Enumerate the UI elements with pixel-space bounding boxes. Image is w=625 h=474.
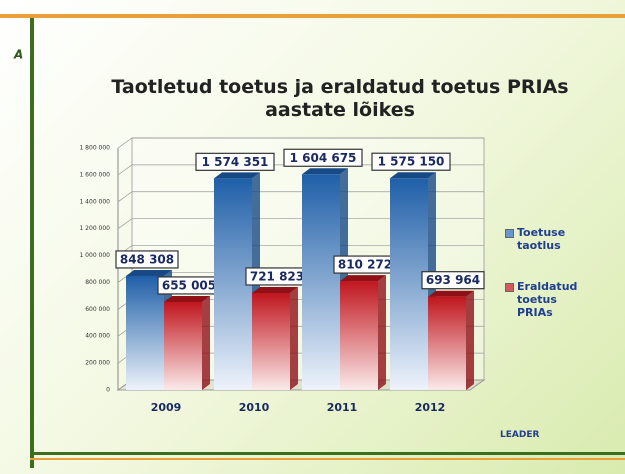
y-tick-label: 400 000	[85, 333, 110, 340]
bottom-stripe	[30, 452, 625, 455]
y-tick-label: 600 000	[85, 306, 110, 313]
x-tick-label: 2011	[327, 401, 358, 414]
logo: LEADER	[500, 430, 540, 440]
bar-top	[252, 286, 298, 293]
bar-top	[214, 172, 260, 179]
value-label: 1 574 351	[202, 155, 269, 169]
grid-line	[117, 164, 484, 176]
y-tick-label: 200 000	[85, 360, 110, 367]
bar-top	[126, 269, 172, 276]
bar	[428, 296, 466, 390]
chart-title: Taotletud toetus ja eraldatud toetus PRI…	[111, 76, 569, 121]
bar-top	[428, 290, 474, 297]
bar-top	[340, 275, 386, 282]
bar	[302, 174, 340, 390]
bottom-stripe-2	[30, 458, 625, 460]
y-tick-label: 1 200 000	[79, 225, 110, 232]
bar-top	[164, 295, 210, 302]
legend-swatch	[505, 229, 514, 238]
grid-line	[117, 191, 484, 203]
bar-top	[390, 172, 436, 179]
x-tick-label: 2012	[415, 401, 446, 414]
x-tick-label: 2009	[151, 401, 182, 414]
grid-line	[117, 137, 484, 149]
value-label: 1 575 150	[378, 155, 445, 169]
top-stripe	[0, 14, 625, 18]
value-label-box	[421, 271, 485, 290]
bar	[126, 275, 164, 390]
y-tick-label: 1 600 000	[79, 171, 110, 178]
grid-line	[117, 218, 484, 229]
bar	[164, 301, 202, 390]
value-label: 848 308	[120, 252, 174, 266]
logo-mark: A	[13, 48, 23, 62]
value-label-box	[371, 152, 451, 171]
x-tick-label: 2010	[239, 401, 270, 414]
value-label: 721 823	[250, 269, 304, 283]
left-stripe	[30, 18, 34, 468]
value-label-box	[115, 250, 179, 269]
bar-side	[466, 290, 474, 390]
value-label-box	[195, 152, 275, 171]
value-label: 655 005	[162, 278, 216, 292]
bar	[252, 292, 290, 390]
bar-top	[302, 168, 348, 175]
y-tick-label: 1 400 000	[79, 198, 110, 205]
y-tick-label: 0	[106, 387, 110, 394]
value-label-box	[283, 148, 363, 167]
legend-swatch	[505, 283, 514, 292]
y-tick-label: 1 800 000	[79, 145, 110, 152]
bar-side	[378, 275, 386, 390]
legend-label: Eraldatud toetus PRIAs	[517, 280, 578, 319]
bar-side	[202, 295, 210, 390]
value-label: 693 964	[426, 273, 480, 287]
legend-label: Toetuse taotlus	[517, 226, 566, 252]
y-tick-label: 800 000	[85, 279, 110, 286]
bar	[340, 281, 378, 390]
legend-item: Toetuse taotlus	[505, 226, 595, 252]
y-tick-label: 1 000 000	[79, 252, 110, 259]
legend-item: Eraldatud toetus PRIAs	[505, 280, 595, 319]
value-label: 1 604 675	[290, 151, 357, 165]
value-label: 810 272	[338, 258, 392, 272]
bar-side	[290, 286, 298, 390]
